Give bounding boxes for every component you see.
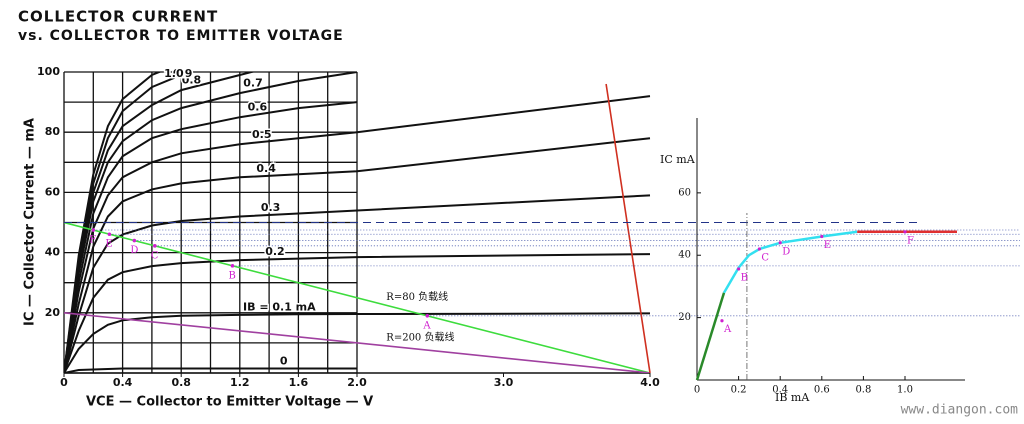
curve <box>64 312 651 373</box>
y-axis-label: IC mA <box>660 153 696 166</box>
watermark: www.diangon.com <box>901 403 1019 418</box>
point-label: B <box>741 272 748 283</box>
operating-point <box>820 234 824 239</box>
curve <box>64 72 162 373</box>
x-tick-label: 0.8 <box>855 385 871 396</box>
x-tick-label: 1.2 <box>230 376 250 389</box>
curve <box>64 367 357 373</box>
load-line-label: R=200 负载线 <box>386 330 454 343</box>
y-tick-label: 80 <box>45 125 61 138</box>
x-tick-label: 2.0 <box>347 376 367 389</box>
series-label: 0.5 <box>252 128 272 141</box>
operating-point <box>132 238 137 243</box>
curve <box>64 72 358 373</box>
point-label: B <box>228 270 235 281</box>
point-label: C <box>151 250 159 261</box>
curve <box>64 72 195 373</box>
chart-subtitle: vs. COLLECTOR TO EMITTER VOLTAGE <box>18 28 344 44</box>
point-label: E <box>105 239 112 250</box>
y-tick-label: 40 <box>45 246 61 259</box>
operating-point <box>757 247 762 251</box>
transfer-curve <box>695 292 726 381</box>
point-label: E <box>824 240 831 251</box>
y-tick-label: 20 <box>678 312 691 323</box>
curve <box>64 101 358 373</box>
load-line <box>605 83 651 373</box>
operating-point <box>903 230 907 234</box>
operating-point <box>91 228 96 232</box>
point-label: A <box>723 324 732 335</box>
operating-point <box>778 241 782 245</box>
operating-point <box>720 319 724 323</box>
x-tick-label: 1.0 <box>897 385 913 396</box>
operating-point <box>153 244 157 248</box>
y-axis-label: IC — Collector Current — mA <box>23 118 38 326</box>
x-tick-label: 4.0 <box>640 376 660 389</box>
operating-point <box>425 314 430 318</box>
y-tick-label: 40 <box>678 250 691 261</box>
series-label: 0.6 <box>248 100 268 113</box>
curve <box>64 72 256 373</box>
series-label: 0.9 <box>173 67 193 80</box>
x-tick-label: 0 <box>694 385 700 396</box>
point-label: C <box>761 253 769 264</box>
point-label: D <box>782 246 790 257</box>
load-line <box>64 221 651 373</box>
series-label: 0.4 <box>256 162 276 175</box>
point-label: D <box>130 245 138 256</box>
operating-point <box>230 264 235 268</box>
x-tick-label: 0.4 <box>772 385 788 396</box>
x-tick-label: 0.6 <box>814 385 830 396</box>
curve <box>64 253 651 373</box>
point-label: F <box>89 235 96 246</box>
series-label: 0.8 <box>182 73 202 86</box>
x-tick-label: 0.8 <box>171 376 191 389</box>
x-tick-label: 1.6 <box>289 376 309 389</box>
y-tick-label: 60 <box>45 185 61 198</box>
load-line-label: R=80 负载线 <box>386 290 448 303</box>
x-tick-label: 0.4 <box>113 376 133 389</box>
series-label: 1.0 <box>164 67 184 80</box>
series-label: 0.2 <box>265 245 285 258</box>
curve <box>64 194 651 373</box>
point-label: A <box>422 320 431 331</box>
chart-title: COLLECTOR CURRENT <box>18 8 218 26</box>
plot-area <box>64 72 651 373</box>
point-label: F <box>907 235 914 246</box>
x-tick-label: 0 <box>60 376 68 389</box>
series-label: IB = 0.1 mA <box>243 301 316 314</box>
x-axis-label: VCE — Collector to Emitter Voltage — V <box>86 395 373 410</box>
y-tick-label: 100 <box>37 65 60 78</box>
x-axis-label: IB mA <box>775 391 810 404</box>
series-label: 0.7 <box>243 76 263 89</box>
series-label: 0 <box>280 354 288 367</box>
operating-point <box>107 232 112 237</box>
curve <box>64 137 651 373</box>
load-line <box>64 312 651 373</box>
operating-point <box>737 267 741 271</box>
series-label: 0.3 <box>261 201 281 214</box>
curve <box>64 95 651 373</box>
x-tick-label: 3.0 <box>494 376 514 389</box>
y-tick-label: 60 <box>678 187 691 198</box>
y-tick-label: 20 <box>45 306 61 319</box>
x-tick-label: 0.2 <box>731 385 747 396</box>
